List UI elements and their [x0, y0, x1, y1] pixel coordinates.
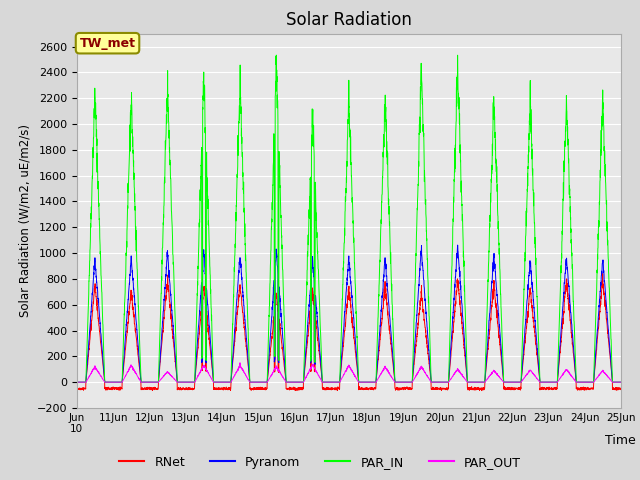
RNet [73, 385, 81, 391]
Pyranom [454, 242, 461, 248]
Pyranom [565, 285, 573, 290]
PAR_OUT [189, 379, 197, 385]
PAR_OUT [565, 370, 573, 376]
PAR_IN [189, 379, 197, 385]
RNet [599, 271, 607, 276]
Pyranom [225, 379, 232, 385]
RNet [412, 349, 419, 355]
PAR_IN [617, 379, 625, 385]
RNet [225, 386, 232, 392]
Title: Solar Radiation: Solar Radiation [286, 11, 412, 29]
RNet [402, 385, 410, 391]
PAR_OUT [617, 379, 625, 385]
PAR_IN [73, 379, 81, 385]
Pyranom [73, 379, 81, 385]
Line: Pyranom: Pyranom [77, 245, 621, 382]
RNet [565, 303, 573, 309]
RNet [617, 387, 625, 393]
PAR_IN [412, 279, 419, 285]
Text: TW_met: TW_met [79, 36, 136, 50]
PAR_IN [565, 180, 573, 185]
Pyranom [617, 379, 625, 385]
Pyranom [402, 379, 410, 385]
Line: RNet: RNet [77, 274, 621, 391]
PAR_IN [616, 379, 624, 385]
Y-axis label: Solar Radiation (W/m2, uE/m2/s): Solar Radiation (W/m2, uE/m2/s) [18, 124, 31, 317]
X-axis label: Time: Time [605, 434, 636, 447]
Legend: RNet, Pyranom, PAR_IN, PAR_OUT: RNet, Pyranom, PAR_IN, PAR_OUT [115, 451, 525, 474]
PAR_OUT [412, 374, 419, 380]
Line: PAR_OUT: PAR_OUT [77, 363, 621, 382]
PAR_OUT [402, 379, 410, 385]
PAR_IN [273, 52, 280, 58]
RNet [478, 388, 486, 394]
PAR_OUT [225, 379, 232, 385]
PAR_OUT [236, 360, 244, 366]
Pyranom [412, 337, 419, 343]
PAR_IN [402, 379, 410, 385]
RNet [617, 387, 625, 393]
RNet [189, 386, 197, 392]
Line: PAR_IN: PAR_IN [77, 55, 621, 382]
PAR_OUT [73, 379, 81, 385]
PAR_IN [225, 379, 232, 385]
Pyranom [616, 379, 624, 385]
PAR_OUT [616, 379, 624, 385]
Pyranom [189, 379, 197, 385]
